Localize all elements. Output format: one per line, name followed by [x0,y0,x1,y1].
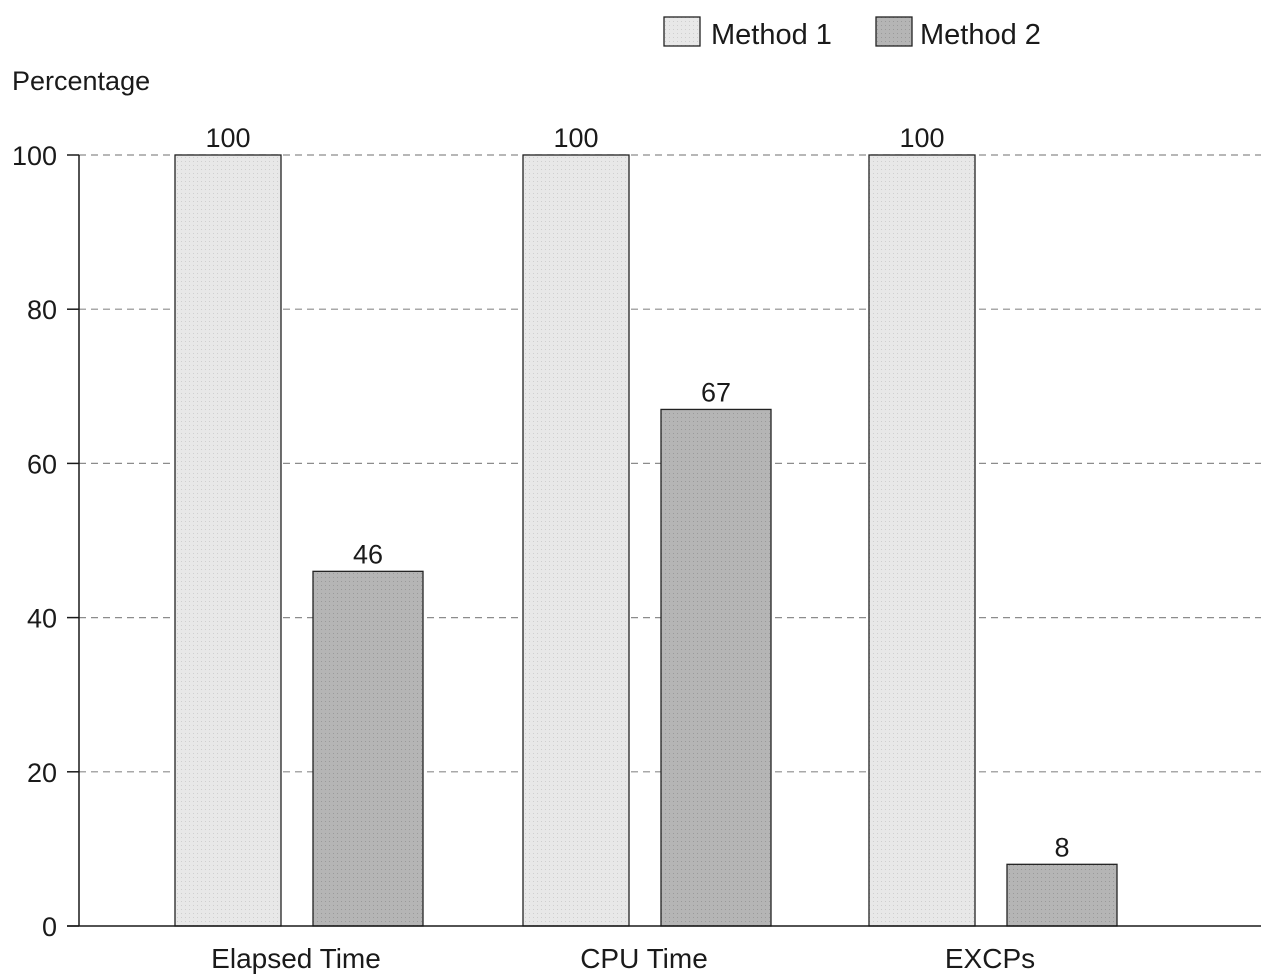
y-axis-label: Percentage [12,66,150,96]
data-label-1-3: 100 [899,123,944,153]
y-tick-label-80: 80 [27,295,57,325]
y-tick-label-20: 20 [27,758,57,788]
y-tick-label-60: 60 [27,449,57,479]
legend-label-method-2: Method 2 [920,19,1041,51]
legend-swatch-method-1 [663,16,701,47]
y-ticks: 0 20 40 60 80 100 [12,141,1261,942]
y-tick-label-40: 40 [27,604,57,634]
x-category-label-2: CPU Time [580,943,708,974]
bar-1-2 [522,154,630,927]
bar-2-3 [1006,863,1118,927]
bar-1-3 [868,154,976,927]
legend: Method 1 Method 2 [663,16,1041,51]
legend-swatch-method-2 [875,16,913,47]
data-label-2-2: 67 [701,377,731,407]
data-label-1-2: 100 [553,123,598,153]
bar-1-1 [174,154,282,927]
data-label-2-3: 8 [1054,832,1069,862]
bar-2-2 [660,408,772,927]
x-category-label-1: Elapsed Time [211,943,381,974]
legend-label-method-1: Method 1 [711,19,832,51]
bar-2-1 [312,570,424,927]
bars: 100 100 100 46 67 8 [174,123,1118,927]
data-label-1-1: 100 [205,123,250,153]
data-label-2-1: 46 [353,539,383,569]
y-tick-label-100: 100 [12,141,57,171]
x-category-label-3: EXCPs [945,943,1035,974]
x-categories: Elapsed Time CPU Time EXCPs [211,943,1035,974]
y-tick-label-0: 0 [42,912,57,942]
